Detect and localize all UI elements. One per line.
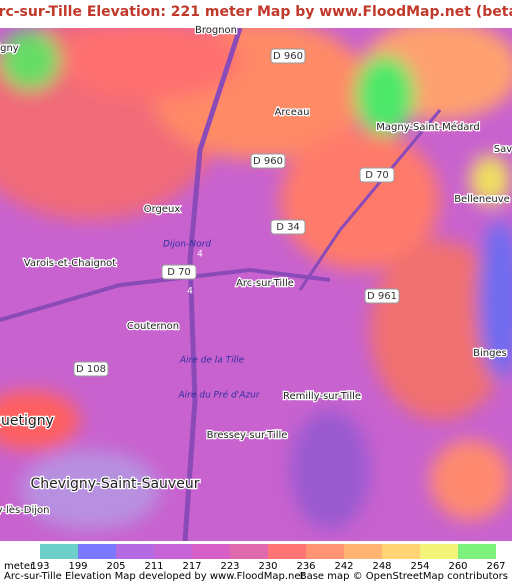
legend-swatch — [306, 544, 344, 559]
legend-swatch — [268, 544, 306, 559]
legend-value: 230 — [258, 561, 277, 572]
place-label: Varois-et-Chaignot — [24, 258, 117, 269]
place-label: igny — [0, 43, 19, 54]
road-label: 4 — [187, 287, 193, 297]
road-shield — [161, 264, 197, 280]
legend-value: 199 — [68, 561, 87, 572]
footer-attribution: Base map © OpenStreetMap contributors — [300, 571, 508, 582]
legend-value: 193 — [30, 561, 49, 572]
legend-value: 211 — [144, 561, 163, 572]
road-shield — [250, 153, 286, 169]
legend-value: 217 — [182, 561, 201, 572]
place-label: Brognon — [195, 25, 237, 36]
legend-swatch — [116, 544, 154, 559]
legend-swatch — [192, 544, 230, 559]
place-label: Chevigny-Saint-Sauveur — [31, 476, 200, 492]
place-label: Aire de la Tille — [179, 356, 245, 366]
road-label: 4 — [197, 250, 203, 260]
place-label: Aire du Pré d'Azur — [177, 390, 260, 401]
road-label: D 960 — [273, 51, 303, 62]
road-label: D 70 — [167, 267, 191, 278]
place-label: Remilly-sur-Tille — [283, 391, 361, 402]
place-label: Quetigny — [0, 413, 54, 429]
legend-value: 254 — [410, 561, 429, 572]
road-label: D 70 — [365, 170, 389, 181]
title: Arc-sur-Tille Elevation: 221 meter Map b… — [0, 4, 512, 20]
legend-swatch — [230, 544, 268, 559]
legend-value: 242 — [334, 561, 353, 572]
place-label: Belleneuve — [454, 194, 510, 205]
legend-value: 205 — [106, 561, 125, 572]
legend-swatch — [154, 544, 192, 559]
place-label: Arc-sur-Tille — [236, 278, 294, 289]
place-label: ey-lès-Dijon — [0, 504, 49, 516]
legend-value: 260 — [448, 561, 467, 572]
road-shield — [359, 167, 395, 183]
road-label: D 961 — [367, 291, 397, 302]
place-label: Magny-Saint-Médard — [376, 121, 479, 133]
legend-swatch — [40, 544, 78, 559]
footer-credit: Arc-sur-Tille Elevation Map developed by… — [4, 571, 305, 582]
road-shield — [270, 48, 306, 64]
legend-swatch — [420, 544, 458, 559]
legend-swatch — [458, 544, 496, 559]
place-label: Binges — [473, 348, 507, 359]
legend-value: 267 — [486, 561, 505, 572]
legend-swatch — [382, 544, 420, 559]
road-shield — [364, 288, 400, 304]
legend-value: 236 — [296, 561, 315, 572]
map — [0, 28, 512, 541]
place-label: Dijon-Nord — [163, 240, 211, 250]
road-shield — [73, 361, 109, 377]
place-label: Sav — [494, 144, 512, 155]
road-label: D 108 — [76, 364, 106, 375]
legend-swatch — [344, 544, 382, 559]
road-shield — [270, 219, 306, 235]
place-label: Arceau — [275, 107, 310, 118]
place-label: Couternon — [127, 321, 179, 332]
legend-value: 223 — [220, 561, 239, 572]
road-label: D 34 — [276, 222, 300, 233]
legend-swatch — [78, 544, 116, 559]
legend-value: 248 — [372, 561, 391, 572]
place-label: Bressey-sur-Tille — [207, 430, 288, 441]
legend-unit: meter — [4, 561, 35, 572]
place-label: Orgeux — [144, 204, 181, 215]
road-label: D 960 — [253, 156, 283, 167]
